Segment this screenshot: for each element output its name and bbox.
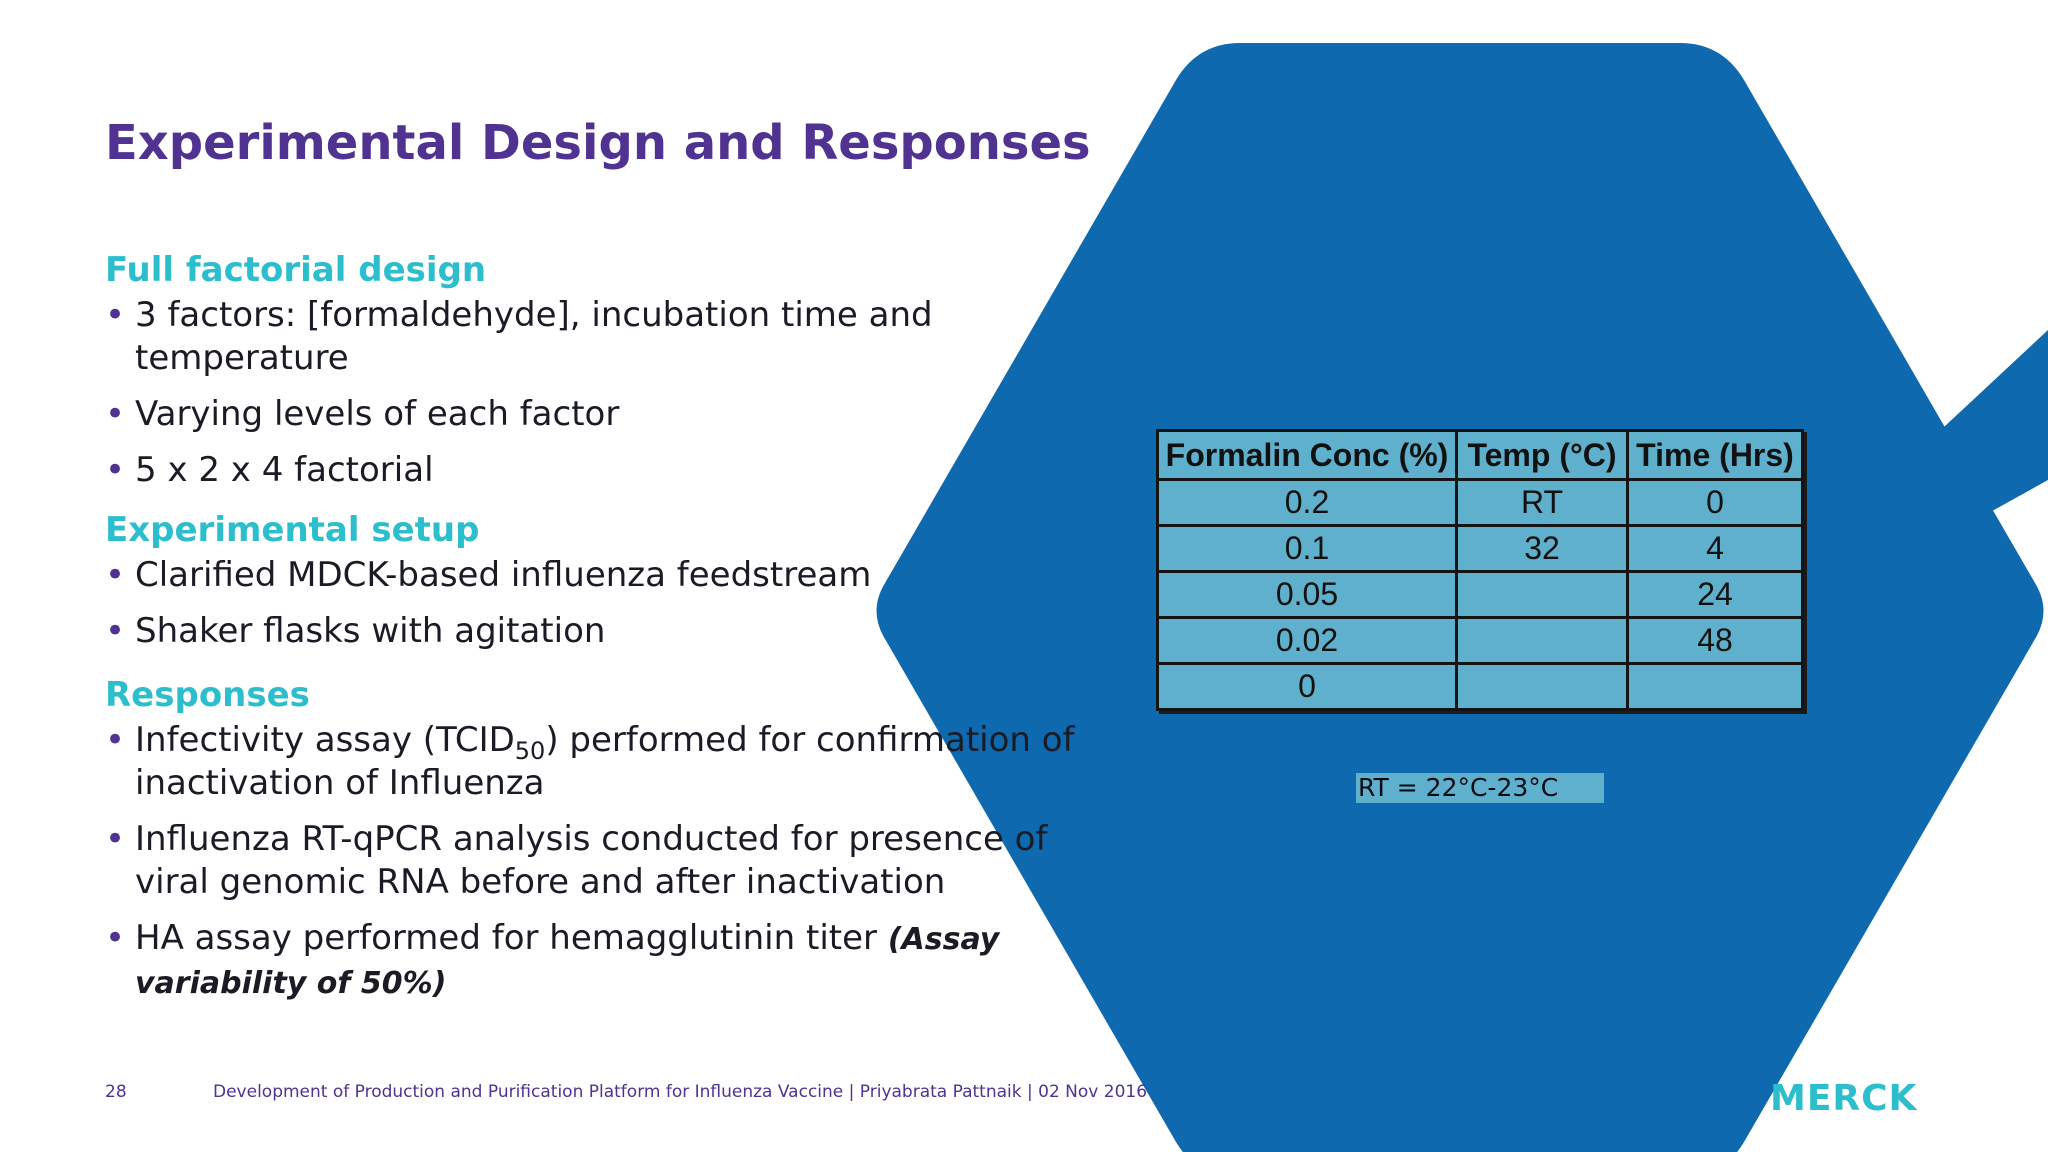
list-item: Infectivity assay (TCID50) performed for…: [105, 719, 1095, 805]
list-item: Influenza RT-qPCR analysis conducted for…: [105, 818, 1095, 904]
merck-logo: MERCK: [1770, 1078, 1918, 1119]
table-cell: [1455, 616, 1629, 665]
table-cell: [1455, 570, 1629, 619]
table-cell: 0.05: [1156, 570, 1458, 619]
table-header-cell: Temp (°C): [1455, 429, 1629, 481]
table-cell: [1455, 662, 1629, 711]
section-heading-full-factorial: Full factorial design: [105, 250, 487, 290]
assay-variability-note: (Assay variability of 50%): [135, 922, 1000, 1001]
room-temperature-note: RT = 22°C-23°C: [1356, 773, 1604, 803]
list-item: HA assay performed for hemagglutinin tit…: [105, 917, 1095, 1005]
list-item: 5 x 2 x 4 factorial: [105, 449, 1095, 492]
list-item: Shaker flasks with agitation: [105, 610, 1095, 653]
table-cell: 48: [1626, 616, 1804, 665]
bullet-text: HA assay performed for hemagglutinin tit…: [135, 918, 888, 958]
table-row: 0.2 RT 0: [1156, 478, 1804, 527]
table-cell: 0.1: [1156, 524, 1458, 573]
table-row: 0.05 24: [1156, 570, 1804, 619]
footer-text: Development of Production and Purificati…: [213, 1082, 1148, 1102]
table-row: 0.1 32 4: [1156, 524, 1804, 573]
bullet-text: Infectivity assay (TCID: [135, 720, 515, 760]
list-item: Clarified MDCK-based influenza feedstrea…: [105, 554, 1095, 597]
table-cell: 24: [1626, 570, 1804, 619]
table-cell: 0: [1626, 478, 1804, 527]
table-cell: 0.2: [1156, 478, 1458, 527]
list-item: 3 factors: [formaldehyde], incubation ti…: [105, 294, 1095, 380]
content-column: Full factorial design 3 factors: [formal…: [105, 246, 1095, 1005]
right-stripe-shape: [1760, 330, 2048, 558]
table-header-cell: Time (Hrs): [1626, 429, 1804, 481]
table-cell: 0: [1156, 662, 1458, 711]
table-row: 0.02 48: [1156, 616, 1804, 665]
table-row: 0: [1156, 662, 1804, 711]
page-number: 28: [105, 1082, 127, 1102]
section-heading-responses: Responses: [105, 675, 310, 715]
table-cell: [1626, 662, 1804, 711]
responses-bullets: Infectivity assay (TCID50) performed for…: [105, 719, 1095, 1005]
list-item: Varying levels of each factor: [105, 393, 1095, 436]
table-header-cell: Formalin Conc (%): [1156, 429, 1458, 481]
table-cell: 0.02: [1156, 616, 1458, 665]
section-heading-experimental-setup: Experimental setup: [105, 510, 480, 550]
factor-levels-table: Formalin Conc (%) Temp (°C) Time (Hrs) 0…: [1156, 429, 1804, 711]
table-cell: RT: [1455, 478, 1629, 527]
page-title: Experimental Design and Responses: [105, 115, 1091, 171]
subscript: 50: [514, 736, 546, 765]
bullet-text: ) performed for confirmation of inactiva…: [135, 720, 1075, 803]
table-header-row: Formalin Conc (%) Temp (°C) Time (Hrs): [1156, 429, 1804, 481]
table-cell: 32: [1455, 524, 1629, 573]
full-factorial-bullets: 3 factors: [formaldehyde], incubation ti…: [105, 294, 1095, 492]
table-cell: 4: [1626, 524, 1804, 573]
experimental-setup-bullets: Clarified MDCK-based influenza feedstrea…: [105, 554, 1095, 653]
